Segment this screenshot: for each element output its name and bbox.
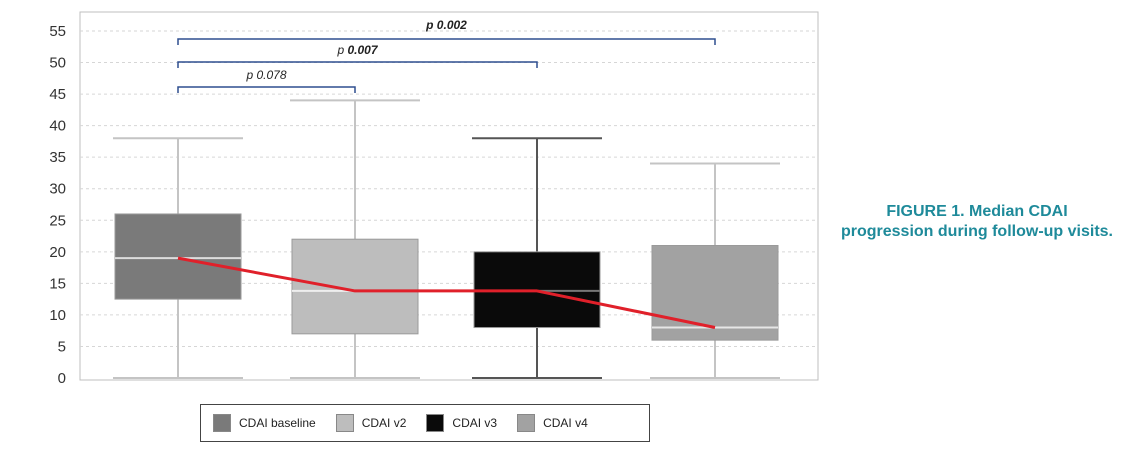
median-trend [177,256,716,329]
bracket [177,38,716,45]
legend-item: CDAI v2 [335,414,407,432]
legend-swatch [517,414,536,432]
legend-swatch [213,414,231,432]
y-tick-label: 45 [49,86,66,103]
legend-item: CDAI v4 [517,414,588,432]
p-value-label: p 0.078 [245,68,286,82]
box-iqr [114,213,242,300]
y-tick-label: 0 [58,370,66,387]
y-tick-label: 35 [49,149,66,166]
box-iqr [291,238,419,335]
box-2 [290,99,420,379]
comparison-2: p 0.007 [177,43,538,68]
y-tick-label: 30 [49,181,66,198]
y-tick-label: 10 [49,307,66,324]
y-tick-label: 55 [49,23,66,40]
y-axis-ticks: 0 5 10 15 20 25 30 35 40 45 50 55 [49,23,66,387]
p-prefix: p [336,43,347,57]
legend: CDAI baseline CDAI v2 CDAI v3 CDAI v4 [200,404,650,442]
box-4 [650,162,780,379]
legend-label: CDAI v4 [543,416,588,430]
y-tick-label: 50 [49,55,66,72]
y-tick-label: 40 [49,118,66,135]
box-1 [113,137,243,379]
box-iqr [651,245,779,341]
legend-item: CDAI v3 [426,414,497,432]
comparison-3: p 0.002 [177,18,716,45]
p-value-label: p 0.002 [425,18,467,32]
legend-swatch [335,414,354,432]
comparison-brackets: p 0.078 p 0.007 p 0.002 [177,18,716,93]
legend-label: CDAI baseline [239,416,316,430]
y-tick-label: 20 [49,244,66,261]
y-tick-label: 25 [49,212,66,229]
bracket [177,86,356,93]
legend-swatch [426,414,445,432]
legend-item: CDAI baseline [213,414,316,432]
y-tick-label: 15 [49,275,66,292]
p-value: 0.007 [347,43,378,57]
bracket [177,61,538,68]
figure-caption: FIGURE 1. Median CDAI progression during… [840,203,1113,240]
legend-label: CDAI v2 [361,416,407,430]
comparison-1: p 0.078 [177,68,356,93]
p-value-label: p 0.007 [336,43,378,57]
y-tick-label: 5 [58,338,66,355]
legend-label: CDAI v3 [452,416,498,430]
median-trend-line [177,256,716,329]
